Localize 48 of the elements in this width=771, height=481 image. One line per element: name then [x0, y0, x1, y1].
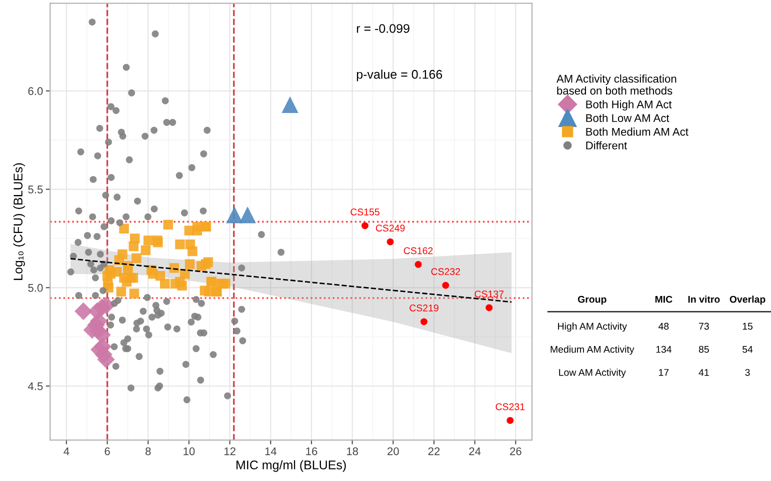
legend-label: Both Medium AM Act — [586, 128, 688, 136]
category-label: Medium AM Activity — [550, 346, 634, 355]
y-tick-label: 6.0 — [28, 87, 43, 96]
annotation: CS232 — [431, 268, 460, 276]
data-label: 54 — [742, 346, 753, 353]
x-tick-label: 14 — [265, 447, 276, 456]
annotation: CS137 — [474, 290, 504, 298]
annotation: r = -0.099 — [356, 24, 410, 33]
annotation: CS162 — [404, 247, 433, 254]
x-tick-label: 10 — [184, 447, 195, 456]
x-tick-label: 24 — [469, 447, 481, 456]
legend-label: Different — [586, 141, 628, 150]
x-tick-label: 22 — [428, 447, 440, 456]
category-label: Low AM Activity — [559, 368, 626, 378]
data-label: 15 — [742, 322, 753, 330]
data-label: 134 — [656, 346, 672, 353]
y-axis-title: Log₁₀ (CFU) (BLUEs) — [13, 163, 25, 280]
category-label: High AM Activity — [558, 322, 627, 332]
y-tick-label: 4.5 — [28, 382, 43, 390]
text: In vitro — [688, 296, 720, 303]
legend-title: AM Activity classification based on both methods — [556, 74, 676, 95]
text: Group — [578, 296, 606, 305]
x-tick-label: 12 — [224, 447, 236, 456]
x-tick-label: 4 — [64, 447, 70, 456]
data-label: 17 — [659, 369, 669, 376]
annotation: CS219 — [410, 304, 438, 312]
legend-label: Both Low AM Act — [586, 114, 670, 122]
x-tick-label: 16 — [306, 447, 318, 456]
x-tick-label: 8 — [146, 447, 151, 456]
x-tick-label: 18 — [346, 447, 358, 456]
x-tick-label: 20 — [388, 447, 399, 456]
y-tick-label: 5.5 — [28, 186, 43, 194]
annotation: p-value = 0.166 — [356, 70, 442, 82]
legend-label: Both High AM Act — [586, 100, 672, 111]
text: MIC — [655, 296, 672, 303]
x-axis-title: MIC mg/ml (BLUEs) — [236, 460, 346, 472]
annotation: CS249 — [376, 224, 405, 232]
data-label: 48 — [658, 322, 669, 330]
annotation: CS231 — [496, 403, 525, 410]
annotation: CS155 — [350, 208, 380, 216]
data-label: 85 — [698, 346, 709, 353]
text: Overlap — [730, 296, 766, 305]
x-tick-label: 26 — [510, 447, 522, 456]
data-label: 3 — [745, 368, 750, 376]
data-label: 73 — [699, 322, 709, 330]
y-tick-label: 5.0 — [28, 284, 43, 292]
x-tick-label: 6 — [104, 447, 110, 456]
data-label: 41 — [698, 369, 709, 376]
